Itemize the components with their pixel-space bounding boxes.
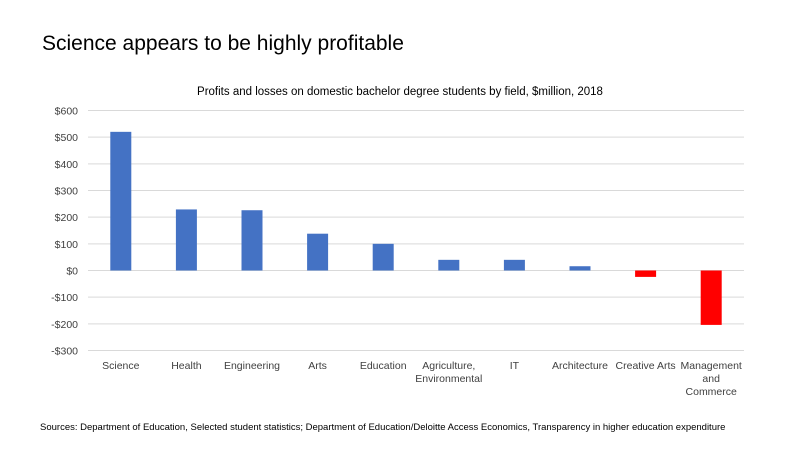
y-tick-label: $600 [55, 106, 79, 118]
y-tick-label: -$200 [51, 319, 78, 331]
x-tick-label: IT [510, 360, 520, 372]
x-tick-label: Science [102, 360, 140, 372]
x-tick-label: Education [360, 360, 407, 372]
bar [175, 209, 197, 271]
bar [438, 259, 460, 271]
bar [700, 270, 722, 325]
x-tick-label: Health [171, 360, 202, 372]
x-tick-label: Agriculture, [422, 360, 475, 372]
bar [110, 131, 132, 271]
slide-title: Science appears to be highly profitable [42, 32, 404, 55]
x-axis-labels: Science Health Engineering Arts Education Agr… [102, 360, 742, 398]
x-tick-label: Engineering [224, 360, 280, 372]
x-tick-label: Creative Arts [616, 360, 676, 372]
x-tick-label: Commerce [686, 386, 738, 398]
bar [569, 266, 591, 271]
y-tick-label: $100 [55, 239, 79, 251]
x-tick-label: Architecture [552, 360, 608, 372]
bar [372, 243, 394, 271]
gridlines [88, 110, 744, 351]
y-tick-label: $300 [55, 186, 79, 198]
y-tick-label: $200 [55, 212, 79, 224]
x-tick-label: Management [681, 360, 742, 372]
bars [110, 131, 722, 325]
y-tick-label: $0 [66, 266, 78, 278]
y-axis-labels: $600 $500 $400 $300 $200 $100 $0 -$100 -$200 -$30… [51, 106, 78, 358]
y-tick-label: $400 [55, 159, 79, 171]
sources-note: Sources: Department of Education, Select… [40, 422, 726, 433]
bar [241, 210, 263, 271]
bar [503, 259, 525, 271]
x-tick-label: Arts [308, 360, 327, 372]
x-tick-label: Environmental [415, 373, 482, 385]
chart-title: Profits and losses on domestic bachelor … [197, 86, 603, 98]
y-tick-label: -$300 [51, 346, 78, 358]
y-tick-label: -$100 [51, 292, 78, 304]
x-tick-label: and [702, 373, 720, 385]
y-tick-label: $500 [55, 132, 79, 144]
bar [307, 233, 329, 271]
bar [635, 270, 657, 277]
